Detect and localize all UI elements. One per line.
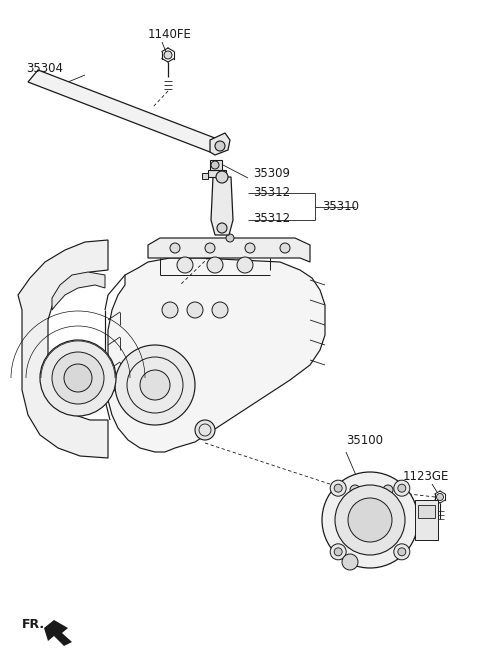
- Circle shape: [195, 420, 215, 440]
- Circle shape: [245, 243, 255, 253]
- Circle shape: [348, 498, 392, 542]
- Circle shape: [330, 480, 346, 496]
- Text: 35310: 35310: [322, 200, 359, 213]
- Text: 35100: 35100: [346, 434, 383, 447]
- Circle shape: [394, 544, 410, 560]
- Polygon shape: [52, 272, 105, 310]
- Polygon shape: [211, 177, 233, 235]
- Circle shape: [335, 485, 405, 555]
- Circle shape: [322, 472, 418, 568]
- Text: 1140FE: 1140FE: [148, 28, 192, 41]
- Circle shape: [342, 554, 358, 570]
- Circle shape: [398, 548, 406, 556]
- Circle shape: [216, 171, 228, 183]
- Circle shape: [334, 484, 342, 492]
- Text: 35312: 35312: [253, 212, 290, 225]
- Circle shape: [334, 548, 342, 556]
- Polygon shape: [28, 70, 220, 152]
- Circle shape: [350, 485, 360, 495]
- Circle shape: [383, 485, 393, 495]
- Circle shape: [205, 243, 215, 253]
- Circle shape: [170, 243, 180, 253]
- Polygon shape: [108, 258, 325, 452]
- Polygon shape: [415, 500, 438, 540]
- Polygon shape: [44, 620, 72, 646]
- Polygon shape: [418, 505, 435, 518]
- Text: 1123GE: 1123GE: [403, 470, 449, 483]
- Circle shape: [207, 257, 223, 273]
- Circle shape: [212, 302, 228, 318]
- Circle shape: [217, 223, 227, 233]
- Polygon shape: [210, 133, 230, 155]
- Circle shape: [64, 364, 92, 392]
- Circle shape: [140, 370, 170, 400]
- Text: FR.: FR.: [22, 618, 45, 631]
- Polygon shape: [210, 160, 222, 170]
- Circle shape: [394, 480, 410, 496]
- Circle shape: [215, 141, 225, 151]
- Circle shape: [187, 302, 203, 318]
- Circle shape: [177, 257, 193, 273]
- Circle shape: [280, 243, 290, 253]
- Circle shape: [162, 302, 178, 318]
- Circle shape: [436, 493, 444, 501]
- Text: 35304: 35304: [26, 62, 63, 75]
- Circle shape: [164, 51, 172, 59]
- Polygon shape: [18, 240, 108, 458]
- Polygon shape: [345, 480, 398, 500]
- Circle shape: [237, 257, 253, 273]
- Text: 35309: 35309: [253, 167, 290, 180]
- Circle shape: [398, 484, 406, 492]
- Circle shape: [40, 340, 116, 416]
- Circle shape: [52, 352, 104, 404]
- Polygon shape: [148, 238, 310, 262]
- Polygon shape: [208, 170, 226, 177]
- Text: 35312: 35312: [253, 186, 290, 199]
- Circle shape: [211, 161, 219, 169]
- Circle shape: [115, 345, 195, 425]
- Circle shape: [226, 234, 234, 242]
- Polygon shape: [202, 173, 208, 179]
- Circle shape: [330, 544, 346, 560]
